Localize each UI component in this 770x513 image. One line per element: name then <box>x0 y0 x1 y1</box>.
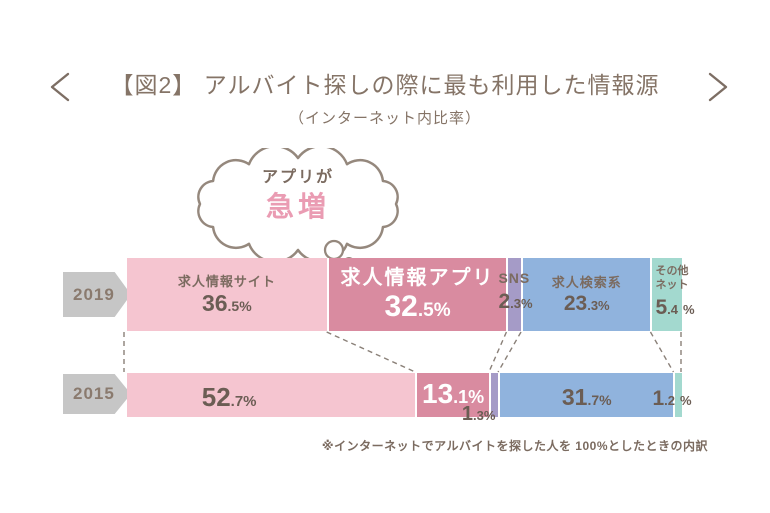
bar-segment-2015-求人情報アプリ: 13.1% <box>417 373 489 417</box>
segment-connector-dashes <box>123 331 682 373</box>
bar-segment-2019-求人情報アプリ: 求人情報アプリ 32.5% <box>328 258 507 331</box>
bar-segment-2015-SNS: 1.3% <box>462 373 499 424</box>
thought-cloud-shape <box>197 148 399 269</box>
year-label-2015: 2015 <box>63 374 131 414</box>
footnote: ※インターネットでアルバイトを探した人を 100%としたときの内訳 <box>321 439 708 453</box>
bar-segment-2019-その他ネット: その他 ネット 5.4% <box>652 258 695 331</box>
cloud-annotation-line1: アプリが <box>261 169 334 186</box>
bar-segment-2019-SNS: SNS 2.3% <box>498 258 533 331</box>
bar-segment-2015-求人検索系: 31.7% <box>500 373 674 417</box>
stacked-bar-2019: 求人情報サイト 36.5% 求人情報アプリ 32.5% SNS 2.3% 求人検索系 23.3… <box>127 258 695 331</box>
year-label-2019-text: 2019 <box>73 284 115 304</box>
bar-segment-2015-求人情報サイト: 52.7% <box>127 373 416 417</box>
cloud-annotation-line2: 急増 <box>265 191 330 222</box>
bar-segment-2015-その他ネット: 1.2% <box>652 373 692 417</box>
bar-segment-2019-求人検索系: 求人検索系 23.3% <box>523 258 651 331</box>
figure-title: 【図2】 アルバイト探しの際に最も利用した情報源 <box>110 72 660 98</box>
next-chevron-icon[interactable] <box>704 70 732 104</box>
cloud-annotation: アプリが 急増 <box>210 170 386 221</box>
stacked-bar-2015: 52.7% 13.1% 1.3% 31.7% 1.2% <box>127 373 692 424</box>
year-label-2015-text: 2015 <box>73 384 115 403</box>
year-label-2019: 2019 <box>63 272 131 317</box>
bar-segment-2019-求人情報サイト: 求人情報サイト 36.5% <box>127 258 327 331</box>
figure-title-block: 【図2】 アルバイト探しの際に最も利用した情報源 （インターネット内比率） <box>0 66 770 128</box>
figure-subtitle: （インターネット内比率） <box>288 110 481 127</box>
prev-chevron-icon[interactable] <box>46 70 74 104</box>
